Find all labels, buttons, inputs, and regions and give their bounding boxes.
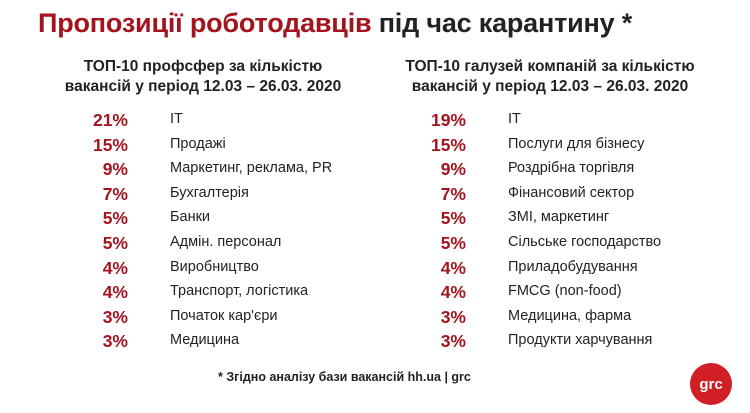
percentage-value: 21%	[92, 110, 128, 130]
footnote: * Згідно аналізу бази вакансій hh.ua | g…	[218, 370, 471, 384]
percentage-value: 5%	[440, 208, 466, 229]
left-table-title: ТОП-10 профсфер за кількістю вакансій у …	[58, 57, 348, 97]
title-rest: під час карантину *	[371, 8, 633, 38]
category-label: Медицина	[170, 332, 240, 349]
percentage-value: 5%	[102, 233, 128, 253]
percentage-value: 4%	[440, 257, 466, 278]
percentage-value: 3%	[102, 331, 128, 352]
category-label: Транспорт, логістика	[170, 283, 309, 300]
left-table-title-line-1: ТОП-10 профсфер за кількістю	[83, 58, 323, 75]
category-label: FMCG (non-food)	[508, 283, 622, 300]
category-label: ЗМІ, маркетинг	[508, 209, 610, 226]
grc-logo: grc	[690, 363, 732, 405]
percentage-value: 3%	[440, 306, 466, 327]
percentage-value: 9%	[102, 159, 128, 180]
percentage-value: 3%	[440, 331, 466, 352]
category-label: Маркетинг, реклама, PR	[170, 160, 333, 177]
right-table-title-line-2: вакансій у період 12.03 – 26.03. 2020	[411, 78, 689, 95]
percentage-value: 7%	[440, 183, 466, 204]
category-label: Бухгалтерія	[170, 184, 249, 201]
percentage-value: 19%	[430, 110, 466, 130]
percentage-value: 5%	[440, 233, 466, 253]
category-label: IT	[170, 111, 183, 127]
page-title: Пропозиції роботодавців під час карантин…	[38, 8, 632, 39]
right-table-title-line-1: ТОП-10 галузей компаній за кількістю	[405, 58, 695, 75]
category-label: Адмін. персонал	[170, 234, 282, 250]
category-label: Сільське господарство	[508, 234, 662, 250]
percentage-value: 5%	[102, 208, 128, 229]
category-label: Продукти харчування	[508, 332, 653, 349]
category-label: Роздрібна торгівля	[508, 160, 635, 177]
percentage-value: 3%	[102, 306, 128, 327]
category-label: Продажі	[170, 135, 226, 152]
percentage-value: 9%	[440, 159, 466, 180]
percentage-value: 7%	[102, 183, 128, 204]
category-label: Банки	[170, 209, 211, 226]
category-label: Послуги для бізнесу	[508, 135, 645, 152]
percentage-value: 4%	[102, 282, 128, 303]
category-label: Початок кар'єри	[170, 307, 278, 324]
percentage-value: 4%	[102, 257, 128, 278]
category-label: IT	[508, 111, 521, 127]
right-table-title: ТОП-10 галузей компаній за кількістю вак…	[380, 57, 720, 97]
percentage-value: 15%	[430, 134, 466, 155]
category-label: Виробництво	[170, 258, 259, 275]
percentage-value: 4%	[440, 282, 466, 303]
percentage-value: 15%	[92, 134, 128, 155]
category-label: Фінансовий сектор	[508, 184, 635, 201]
title-accent: Пропозиції роботодавців	[38, 8, 372, 38]
category-label: Приладобудування	[508, 258, 638, 275]
category-label: Медицина, фарма	[508, 307, 632, 324]
left-table-title-line-2: вакансій у період 12.03 – 26.03. 2020	[64, 78, 342, 95]
